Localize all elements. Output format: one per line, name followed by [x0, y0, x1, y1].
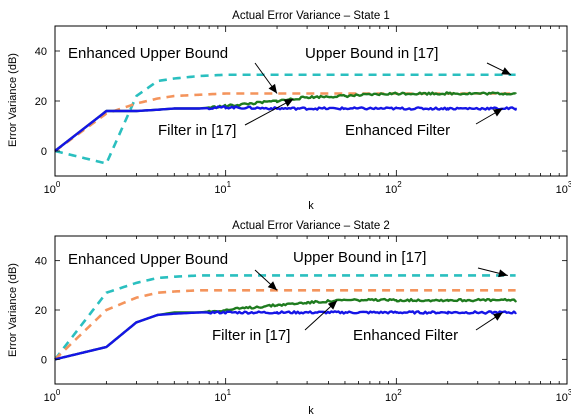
x-tick-label: 103 — [556, 388, 571, 404]
axes-box — [54, 235, 568, 385]
chart-title: Actual Error Variance – State 1 — [232, 10, 390, 22]
series-line-enhanced-filter — [54, 105, 517, 152]
annotation-label: Upper Bound in [17] — [305, 45, 438, 62]
annotation-arrowhead — [267, 281, 278, 291]
annotations: Enhanced Upper Bound Upper Bound in [17] F… — [68, 45, 512, 139]
x-tick-label: 100 — [44, 180, 61, 196]
annotation-arrowhead — [327, 300, 338, 310]
series-line-upper-bound-in-17 — [54, 73, 516, 165]
annotation-arrow — [244, 98, 294, 126]
annotation-arrowhead — [498, 269, 508, 278]
y-tick-label: 20 — [35, 305, 47, 317]
x-axis-label: k — [308, 200, 314, 212]
axes-box — [54, 25, 568, 177]
x-tick-label: 103 — [556, 180, 571, 196]
annotation-label: Enhanced Upper Bound — [68, 45, 228, 62]
x-axis-label: k — [308, 405, 314, 417]
annotation-arrowhead — [492, 108, 503, 117]
y-tick-label: 40 — [35, 46, 47, 58]
chart-panel-state-1: Actual Error Variance – State 1 Error Va… — [7, 10, 571, 212]
y-tick-label: 20 — [35, 96, 47, 108]
series-line-enhanced-filter — [54, 310, 517, 361]
annotation-label: Upper Bound in [17] — [293, 249, 426, 266]
annotations: Enhanced Upper Bound Upper Bound in [17] F… — [68, 249, 508, 344]
y-tick-label: 0 — [41, 354, 47, 366]
plot-area — [54, 73, 517, 165]
series-line-upper-bound-in-17 — [53, 274, 516, 361]
annotation-label: Enhanced Filter — [353, 327, 458, 344]
x-tick-label: 101 — [214, 388, 231, 404]
plot-area — [53, 274, 517, 361]
chart-title: Actual Error Variance – State 2 — [232, 220, 390, 232]
annotation-arrowhead — [501, 67, 512, 75]
annotation-label: Enhanced Upper Bound — [68, 251, 228, 268]
series-line-enhanced-upper-bound — [54, 288, 516, 361]
annotation-label: Enhanced Filter — [345, 122, 450, 139]
annotation-label: Filter in [17] — [212, 327, 290, 344]
x-tick-label: 100 — [44, 388, 61, 404]
chart-panel-state-2: Actual Error Variance – State 2 Error Va… — [7, 220, 571, 417]
y-axis-label: Error Variance (dB) — [7, 263, 19, 357]
y-tick-label: 0 — [41, 146, 47, 158]
annotation-arrowhead — [492, 312, 503, 321]
x-tick-label: 102 — [385, 180, 402, 196]
annotation-label: Filter in [17] — [158, 122, 236, 139]
annotation-arrowhead — [283, 98, 294, 107]
x-tick-label: 102 — [385, 388, 402, 404]
annotation-arrowhead — [268, 83, 278, 94]
x-tick-label: 101 — [214, 180, 231, 196]
y-axis-label: Error Variance (dB) — [7, 53, 19, 147]
y-tick-label: 40 — [35, 256, 47, 268]
